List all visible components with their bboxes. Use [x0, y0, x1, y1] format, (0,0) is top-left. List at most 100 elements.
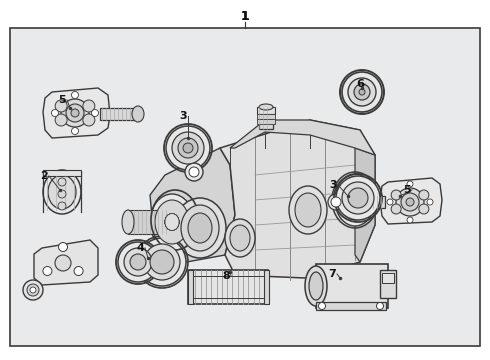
Circle shape [359, 89, 365, 95]
Circle shape [342, 72, 382, 112]
Circle shape [118, 242, 158, 282]
Circle shape [83, 114, 95, 126]
Circle shape [348, 78, 376, 106]
Circle shape [74, 266, 83, 275]
Text: 4: 4 [136, 243, 144, 253]
Circle shape [51, 109, 58, 117]
Bar [382, 273, 394, 283]
Circle shape [318, 302, 325, 310]
Circle shape [27, 284, 39, 296]
Text: 5: 5 [58, 95, 66, 105]
Circle shape [427, 199, 433, 205]
Circle shape [43, 266, 52, 275]
Ellipse shape [132, 106, 144, 122]
Circle shape [407, 217, 413, 223]
Bar [257, 114, 275, 119]
Circle shape [331, 197, 341, 207]
Circle shape [328, 194, 344, 210]
Circle shape [376, 302, 384, 310]
Circle shape [342, 182, 374, 214]
Ellipse shape [48, 175, 76, 209]
Circle shape [166, 126, 210, 170]
Ellipse shape [349, 194, 361, 210]
Circle shape [391, 190, 401, 200]
Circle shape [71, 109, 79, 117]
Bar [355, 196, 385, 208]
Bar [257, 119, 275, 124]
Circle shape [92, 109, 98, 117]
Circle shape [124, 248, 152, 276]
Ellipse shape [225, 219, 255, 257]
Ellipse shape [122, 210, 134, 234]
Text: 7: 7 [328, 269, 336, 279]
Circle shape [407, 181, 413, 187]
Circle shape [185, 163, 203, 181]
Circle shape [130, 254, 146, 270]
Circle shape [150, 250, 174, 274]
Circle shape [406, 198, 414, 206]
Ellipse shape [295, 193, 321, 227]
Polygon shape [220, 120, 375, 278]
Circle shape [83, 100, 95, 112]
Ellipse shape [259, 104, 273, 110]
Ellipse shape [165, 213, 179, 230]
Ellipse shape [165, 213, 179, 230]
Ellipse shape [340, 180, 370, 220]
Text: 2: 2 [40, 171, 48, 181]
Circle shape [144, 244, 180, 280]
Polygon shape [150, 148, 235, 265]
Circle shape [58, 178, 66, 186]
Polygon shape [380, 178, 442, 224]
Ellipse shape [43, 170, 81, 214]
Bar [380, 270, 396, 298]
Ellipse shape [155, 200, 189, 244]
Circle shape [183, 143, 193, 153]
Bar [10, 28, 480, 346]
Ellipse shape [289, 186, 327, 234]
Ellipse shape [165, 213, 179, 230]
Polygon shape [355, 148, 375, 262]
Polygon shape [43, 88, 110, 138]
Bar [316, 302, 386, 310]
Circle shape [419, 204, 429, 214]
Circle shape [387, 199, 393, 205]
Circle shape [30, 287, 36, 293]
Bar [43, 170, 81, 176]
Circle shape [391, 204, 401, 214]
Circle shape [172, 132, 204, 164]
Circle shape [61, 99, 89, 127]
Ellipse shape [165, 213, 179, 230]
Text: 5: 5 [403, 185, 411, 195]
Ellipse shape [174, 198, 226, 258]
Text: 1: 1 [241, 9, 249, 22]
Circle shape [138, 238, 186, 286]
Bar [316, 264, 388, 308]
Bar [257, 107, 275, 114]
Text: 3: 3 [329, 180, 337, 190]
Text: 8: 8 [222, 271, 230, 281]
Ellipse shape [230, 225, 250, 251]
Bar [264, 270, 269, 304]
Circle shape [66, 104, 84, 122]
Ellipse shape [181, 205, 219, 251]
Circle shape [72, 127, 78, 135]
Ellipse shape [165, 213, 179, 230]
Circle shape [419, 190, 429, 200]
Ellipse shape [165, 213, 179, 230]
Bar [100, 108, 138, 120]
Circle shape [178, 138, 198, 158]
Circle shape [23, 280, 43, 300]
Circle shape [58, 243, 68, 252]
Ellipse shape [150, 194, 194, 250]
Ellipse shape [305, 266, 327, 306]
Circle shape [58, 190, 66, 198]
Ellipse shape [335, 174, 375, 226]
Bar [128, 210, 172, 234]
Text: 6: 6 [356, 79, 364, 89]
Text: 3: 3 [179, 111, 187, 121]
Circle shape [55, 100, 67, 112]
Bar [259, 107, 273, 129]
Text: 1: 1 [241, 9, 249, 22]
Bar [188, 270, 268, 304]
Polygon shape [34, 240, 98, 285]
